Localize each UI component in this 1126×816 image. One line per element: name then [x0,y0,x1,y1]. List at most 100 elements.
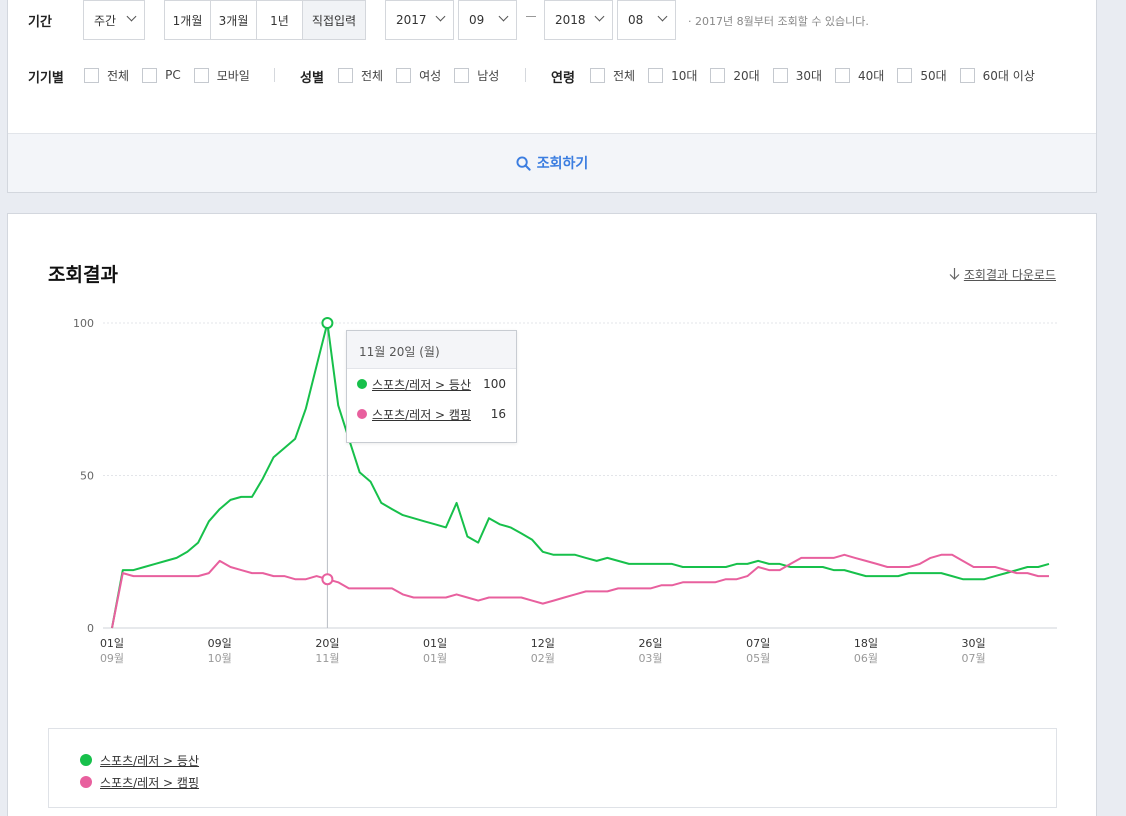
checkbox-box[interactable] [142,67,158,83]
filter-panel: 기간 주간 1개월 3개월 1년 직접입력 2017 09 2018 08 · [7,0,1097,193]
search-button-label: 조회하기 [536,156,589,172]
checkbox-label: 60대 이상 [982,68,1035,83]
device-mobile-checkbox[interactable]: 모바일 [193,67,250,84]
tooltip-row: 스포츠/레저 > 캠핑 16 [347,399,516,429]
checkbox-box[interactable] [454,67,470,83]
chevron-down-icon [594,11,605,22]
search-button[interactable]: 조회하기 [8,133,1096,192]
x-tick-month-label: 03월 [638,652,662,665]
result-title: 조회결과 [48,264,118,286]
checkbox-label: 40대 [858,68,885,83]
result-panel: 조회결과 조회결과 다운로드 0 50 100 01일 09월 09일 10월 20일 11월 0… [7,213,1097,816]
series-color-dot [80,754,92,766]
range-dash [526,16,536,17]
chart-legend: 스포츠/레저 > 등산 스포츠/레저 > 캠핑 [48,728,1057,808]
range-1month-button[interactable]: 1개월 [165,1,211,39]
checkbox-label: 30대 [795,68,823,83]
x-tick-month-label: 10월 [208,652,232,665]
x-tick-month-label: 07월 [962,652,986,665]
checkbox-box[interactable] [590,67,605,83]
tooltip-series-value: 16 [490,407,506,421]
x-tick-day-label: 01일 [100,636,124,650]
checkbox-box[interactable] [648,67,664,83]
end-month-select[interactable]: 08 [617,0,676,40]
legend-label: 스포츠/레저 > 등산 [100,753,200,768]
chevron-down-icon [435,11,446,22]
checkbox-label: 50대 [920,68,947,83]
gender-male-checkbox[interactable]: 남성 [454,67,499,84]
checkbox-label: 20대 [733,68,760,83]
series-color-dot [357,379,367,389]
legend-item-camping[interactable]: 스포츠/레저 > 캠핑 [80,771,1056,793]
checkbox-label: 남성 [477,68,500,83]
chart-tooltip: 11월 20일 (월) 스포츠/레저 > 등산 100 스포츠/레저 > 캠핑 … [346,330,517,443]
range-1year-button[interactable]: 1년 [257,1,303,39]
gender-all-checkbox[interactable]: 전체 [338,67,383,84]
range-custom-button[interactable]: 직접입력 [303,1,365,39]
tooltip-series-value: 100 [483,377,506,391]
y-tick-label: 0 [87,622,94,635]
tooltip-series-name: 스포츠/레저 > 등산 [372,377,472,392]
age-10s-checkbox[interactable]: 10대 [648,67,697,84]
checkbox-box[interactable] [835,67,851,83]
device-label: 기기별 [28,71,64,86]
checkbox-box[interactable] [396,67,412,83]
age-60plus-checkbox[interactable]: 60대 이상 [959,67,1035,84]
age-30s-checkbox[interactable]: 30대 [772,67,823,84]
range-3month-button[interactable]: 3개월 [211,1,257,39]
start-month-select[interactable]: 09 [458,0,517,40]
highlight-marker [321,573,334,586]
checkbox-box[interactable] [338,67,353,83]
period-unit-select[interactable]: 주간 [83,0,145,40]
x-tick-day-label: 01일 [423,636,447,650]
x-tick-month-label: 05월 [746,652,770,665]
age-40s-checkbox[interactable]: 40대 [835,67,884,84]
range-note: · 2017년 8월부터 조회할 수 있습니다. [688,15,869,28]
download-link[interactable]: 조회결과 다운로드 [949,266,1056,283]
x-tick-day-label: 20일 [315,636,339,650]
legend-item-hiking[interactable]: 스포츠/레저 > 등산 [80,749,1056,771]
start-year-value: 2017 [396,13,427,27]
tooltip-series-name: 스포츠/레저 > 캠핑 [372,407,472,422]
x-tick-month-label: 09월 [100,652,124,665]
series-color-dot [357,409,367,419]
device-all-checkbox[interactable]: 전체 [84,67,129,84]
chevron-down-icon [657,11,668,22]
device-options: 전체 PC 모바일 [84,63,263,87]
divider [274,68,275,82]
checkbox-label: 10대 [671,68,698,83]
age-20s-checkbox[interactable]: 20대 [710,67,760,84]
checkbox-box[interactable] [710,67,726,83]
end-year-select[interactable]: 2018 [544,0,613,40]
gender-female-checkbox[interactable]: 여성 [396,67,441,84]
age-label: 연령 [551,71,575,86]
device-pc-checkbox[interactable]: PC [142,67,181,83]
trend-chart[interactable]: 0 50 100 01일 09월 09일 10월 20일 11월 01일 01월 12일 02월 26일 0… [8,214,1098,684]
checkbox-box[interactable] [193,67,209,83]
end-month-value: 08 [628,13,644,27]
segment-row: 기기별 전체 PC 모바일 성별 전체 여성 남성 연령 전체 10대 20대 … [8,63,1096,87]
chevron-down-icon [498,11,509,22]
x-tick-month-label: 06월 [854,652,878,665]
x-tick-day-label: 26일 [638,636,662,650]
checkbox-box[interactable] [959,67,975,83]
divider [525,68,526,82]
x-tick-month-label: 11월 [315,652,339,665]
x-tick-day-label: 07일 [746,636,770,650]
checkbox-box[interactable] [84,67,99,83]
age-50s-checkbox[interactable]: 50대 [897,67,947,84]
y-tick-label: 100 [73,317,94,330]
x-tick-day-label: 09일 [208,636,232,650]
highlight-marker [321,317,334,329]
age-all-checkbox[interactable]: 전체 [590,67,635,84]
tooltip-date: 11월 20일 (월) [347,331,516,369]
series-line-camping [111,553,1049,629]
download-icon [949,268,960,280]
end-year-value: 2018 [555,13,586,27]
quick-range-group: 1개월 3개월 1년 직접입력 [164,0,366,40]
checkbox-label: 전체 [361,68,384,83]
checkbox-box[interactable] [772,67,788,83]
start-year-select[interactable]: 2017 [385,0,454,40]
checkbox-box[interactable] [897,67,913,83]
checkbox-label: 전체 [613,68,636,83]
